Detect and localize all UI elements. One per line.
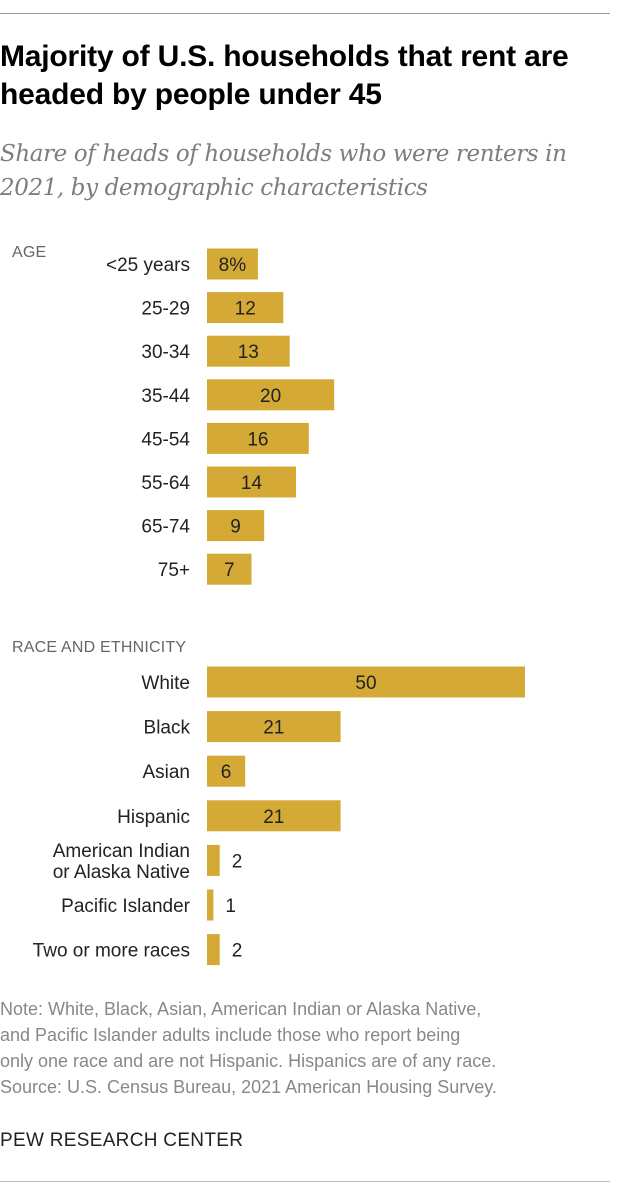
value-label: 21 xyxy=(263,718,284,739)
bottom-rule xyxy=(0,1181,610,1182)
category-label: 55-64 xyxy=(141,473,190,494)
chart-subtitle: Share of heads of households who were re… xyxy=(0,141,567,201)
category-label: Black xyxy=(144,718,191,739)
bar xyxy=(207,934,220,966)
value-label: 9 xyxy=(230,517,241,538)
note-line: Note: White, Black, Asian, American Indi… xyxy=(0,999,482,1019)
note-source: Note: White, Black, Asian, American Indi… xyxy=(0,996,620,1100)
bar xyxy=(207,711,341,743)
value-label: 12 xyxy=(235,299,256,320)
value-label: 8% xyxy=(219,255,247,276)
value-label: 7 xyxy=(224,560,235,581)
value-label: 20 xyxy=(260,386,281,407)
bar xyxy=(207,553,252,585)
section-label-race: RACE AND ETHNICITY xyxy=(12,639,187,656)
category-label: 75+ xyxy=(158,560,190,581)
category-label: Pacific Islander xyxy=(61,896,191,917)
bar xyxy=(207,292,284,324)
category-label: American Indian or Alaska Native xyxy=(53,841,190,883)
category-label: White xyxy=(141,673,190,694)
category-label: 25-29 xyxy=(141,299,190,320)
bar xyxy=(207,422,309,454)
bar xyxy=(207,248,258,280)
category-label: 30-34 xyxy=(141,342,190,363)
category-label: Two or more races xyxy=(33,941,190,962)
bar xyxy=(207,379,335,411)
category-label: Asian xyxy=(142,762,190,783)
bar xyxy=(207,666,525,698)
top-rule xyxy=(0,13,610,14)
bar xyxy=(207,844,220,876)
brand-logo-text: PEW RESEARCH CENTER xyxy=(0,1130,244,1151)
category-label: <25 years xyxy=(106,255,190,276)
category-label: 65-74 xyxy=(141,517,190,538)
bar xyxy=(207,800,341,832)
bar xyxy=(207,335,290,367)
source-line: Source: U.S. Census Bureau, 2021 America… xyxy=(0,1077,497,1097)
bar xyxy=(207,510,265,542)
value-label: 2 xyxy=(232,941,243,962)
value-label: 6 xyxy=(221,762,232,783)
note-line: and Pacific Islander adults include thos… xyxy=(0,1025,461,1045)
category-label: Hispanic xyxy=(117,807,190,828)
bar xyxy=(207,889,214,921)
value-label: 21 xyxy=(263,807,284,828)
chart-title: Majority of U.S. households that rent ar… xyxy=(0,40,569,111)
bar-chart: 8%<25 years1225-291330-342035-441645-541… xyxy=(33,248,525,966)
value-label: 13 xyxy=(238,342,259,363)
value-label: 16 xyxy=(247,429,268,450)
category-label: 45-54 xyxy=(141,429,190,450)
value-label: 50 xyxy=(355,673,376,694)
value-label: 2 xyxy=(232,851,243,872)
note-line: only one race and are not Hispanic. Hisp… xyxy=(0,1051,497,1071)
value-label: 14 xyxy=(241,473,263,494)
section-label-age: AGE xyxy=(12,244,47,261)
bar xyxy=(207,466,296,498)
category-label: 35-44 xyxy=(141,386,190,407)
bar xyxy=(207,755,246,787)
value-label: 1 xyxy=(225,896,236,917)
